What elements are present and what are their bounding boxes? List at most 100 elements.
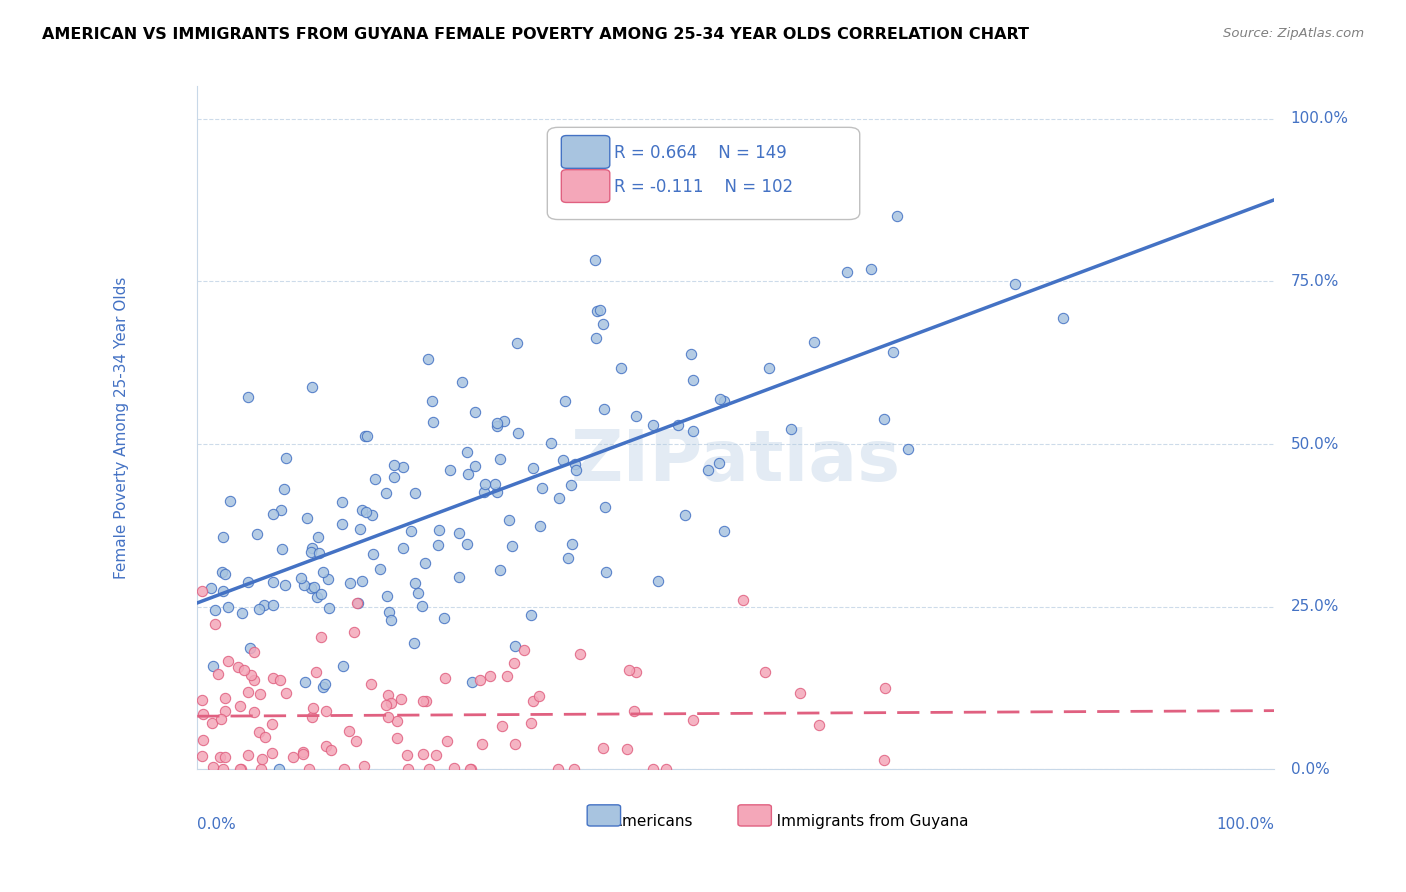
Text: ZIPatlas: ZIPatlas: [571, 427, 901, 497]
Point: [239, 668, 262, 682]
Point: [513, 642, 536, 657]
Point: [243, 673, 266, 687]
Point: [882, 344, 904, 359]
Point: [450, 376, 472, 390]
Point: [411, 599, 433, 613]
Point: [624, 665, 647, 679]
Point: [808, 718, 831, 732]
Point: [557, 551, 579, 566]
Point: [616, 742, 638, 756]
Point: [564, 458, 586, 472]
Point: [346, 596, 368, 610]
Text: Source: ZipAtlas.com: Source: ZipAtlas.com: [1223, 27, 1364, 40]
Point: [239, 640, 262, 655]
Point: [503, 656, 526, 670]
Point: [754, 665, 776, 680]
Point: [484, 477, 506, 491]
Point: [505, 737, 527, 751]
Point: [294, 675, 316, 690]
Point: [349, 522, 371, 536]
Point: [479, 668, 502, 682]
Point: [315, 704, 337, 718]
Point: [387, 731, 409, 745]
Point: [311, 680, 333, 694]
Point: [209, 712, 232, 726]
Point: [360, 677, 382, 691]
Point: [406, 585, 429, 599]
Point: [486, 419, 509, 434]
Point: [262, 598, 284, 612]
Point: [643, 418, 665, 433]
Text: R = 0.664    N = 149: R = 0.664 N = 149: [614, 144, 787, 161]
Point: [299, 581, 322, 595]
FancyBboxPatch shape: [738, 805, 772, 826]
Point: [412, 694, 434, 708]
Point: [697, 463, 720, 477]
Point: [583, 253, 606, 268]
Point: [269, 673, 291, 687]
Text: Female Poverty Among 25-34 Year Olds: Female Poverty Among 25-34 Year Olds: [114, 277, 129, 579]
Point: [488, 563, 510, 577]
Point: [301, 380, 323, 394]
Point: [404, 575, 426, 590]
Point: [347, 596, 370, 610]
Point: [308, 546, 330, 560]
Point: [623, 705, 645, 719]
Point: [380, 613, 402, 627]
Point: [305, 665, 328, 679]
Point: [318, 600, 340, 615]
Point: [464, 458, 486, 473]
Point: [456, 537, 478, 551]
Point: [274, 686, 297, 700]
Point: [456, 444, 478, 458]
Point: [682, 373, 704, 387]
Point: [330, 516, 353, 531]
FancyBboxPatch shape: [561, 169, 610, 202]
Point: [422, 415, 444, 429]
Text: 100.0%: 100.0%: [1291, 112, 1348, 127]
Point: [360, 508, 382, 523]
Point: [353, 429, 375, 443]
Point: [274, 451, 297, 466]
Point: [779, 422, 801, 436]
Point: [468, 673, 491, 687]
Point: [624, 409, 647, 423]
Point: [214, 750, 236, 764]
Point: [249, 687, 271, 701]
Point: [307, 591, 329, 605]
Point: [404, 486, 426, 500]
Point: [505, 336, 527, 351]
Point: [301, 700, 323, 714]
Point: [301, 710, 323, 724]
Point: [311, 630, 333, 644]
Point: [217, 654, 239, 668]
Point: [301, 541, 323, 556]
Point: [391, 459, 413, 474]
Point: [1052, 310, 1074, 325]
Point: [415, 556, 437, 570]
Point: [803, 334, 825, 349]
Point: [291, 745, 314, 759]
Point: [547, 491, 569, 505]
Point: [299, 545, 322, 559]
Point: [530, 481, 553, 495]
Point: [474, 477, 496, 491]
Point: [229, 762, 252, 776]
Point: [231, 606, 253, 620]
Point: [212, 584, 235, 599]
Point: [595, 566, 617, 580]
Point: [418, 762, 440, 776]
Point: [353, 759, 375, 773]
Point: [609, 360, 631, 375]
Point: [391, 541, 413, 555]
FancyBboxPatch shape: [588, 805, 620, 826]
Point: [503, 640, 526, 654]
Point: [427, 523, 450, 537]
Point: [232, 663, 254, 677]
Point: [377, 710, 399, 724]
Point: [361, 547, 384, 561]
Text: 75.0%: 75.0%: [1291, 274, 1339, 289]
Point: [460, 674, 482, 689]
Point: [249, 601, 271, 615]
Point: [211, 565, 233, 579]
